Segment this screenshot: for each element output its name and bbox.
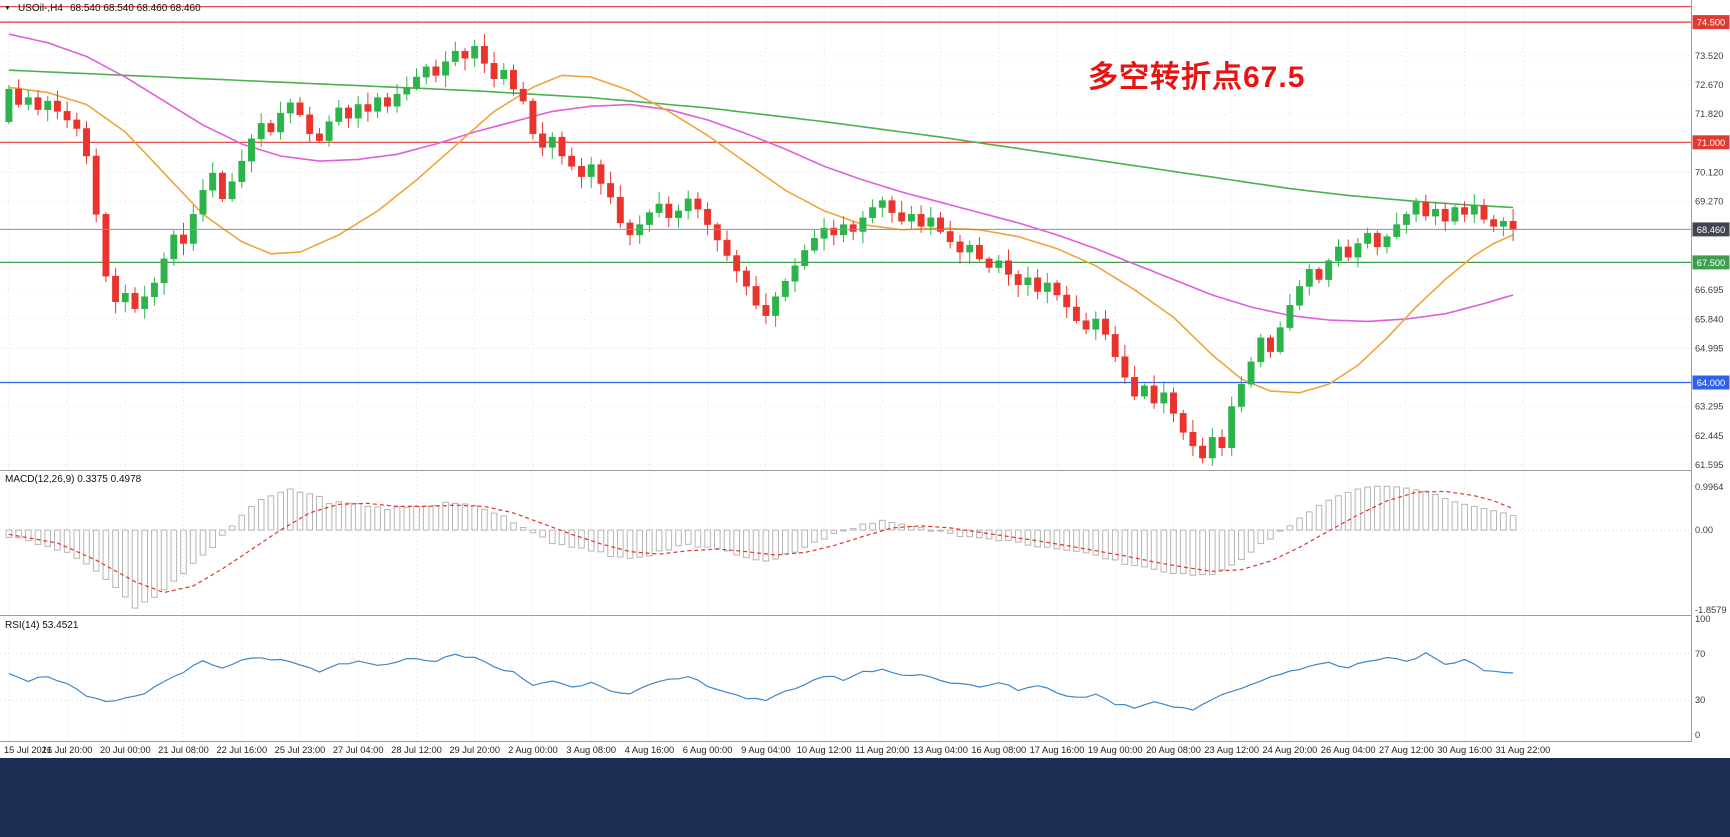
svg-text:25 Jul 23:00: 25 Jul 23:00 <box>275 745 326 755</box>
svg-text:100: 100 <box>1695 614 1711 624</box>
svg-text:72.670: 72.670 <box>1695 80 1723 90</box>
svg-text:30 Aug 16:00: 30 Aug 16:00 <box>1437 745 1492 755</box>
svg-text:30: 30 <box>1695 695 1705 705</box>
chart-area[interactable]: 73.520 72.670 71.820 70.120 69.270 66.695 65.8… <box>0 0 1730 758</box>
svg-text:23 Aug 12:00: 23 Aug 12:00 <box>1204 745 1259 755</box>
svg-text:67.500: 67.500 <box>1697 258 1725 268</box>
grid <box>0 0 1691 741</box>
svg-text:2 Aug 00:00: 2 Aug 00:00 <box>508 745 558 755</box>
svg-text:73.520: 73.520 <box>1695 51 1723 61</box>
svg-text:61.595: 61.595 <box>1695 460 1723 470</box>
svg-text:20 Aug 08:00: 20 Aug 08:00 <box>1146 745 1201 755</box>
chart-symbol-header: ▼ USOil-,H4 68.540 68.540 68.460 68.460 <box>4 3 201 14</box>
candles-group <box>5 34 1517 466</box>
svg-text:6 Aug 00:00: 6 Aug 00:00 <box>683 745 733 755</box>
svg-text:28 Jul 12:00: 28 Jul 12:00 <box>391 745 442 755</box>
svg-text:22 Jul 16:00: 22 Jul 16:00 <box>216 745 267 755</box>
svg-text:69.270: 69.270 <box>1695 197 1723 207</box>
svg-text:11 Aug 20:00: 11 Aug 20:00 <box>855 745 909 755</box>
svg-text:68.460: 68.460 <box>1697 225 1725 235</box>
svg-text:9 Aug 04:00: 9 Aug 04:00 <box>741 745 791 755</box>
svg-text:26 Aug 04:00: 26 Aug 04:00 <box>1321 745 1376 755</box>
svg-text:62.445: 62.445 <box>1695 431 1723 441</box>
svg-text:64.000: 64.000 <box>1697 378 1725 388</box>
svg-text:66.695: 66.695 <box>1695 285 1723 295</box>
svg-text:70.120: 70.120 <box>1695 168 1723 178</box>
pane-separators[interactable] <box>0 0 1730 742</box>
svg-text:0.9964: 0.9964 <box>1695 482 1723 492</box>
chart-canvas[interactable]: 73.520 72.670 71.820 70.120 69.270 66.695 65.8… <box>0 0 1730 758</box>
svg-text:31 Aug 22:00: 31 Aug 22:00 <box>1495 745 1550 755</box>
rsi-indicator-label: RSI(14) 53.4521 <box>5 620 79 631</box>
svg-text:10 Aug 12:00: 10 Aug 12:00 <box>797 745 852 755</box>
moving-averages-group <box>8 33 1514 394</box>
svg-text:17 Aug 16:00: 17 Aug 16:00 <box>1030 745 1085 755</box>
svg-text:70: 70 <box>1695 649 1705 659</box>
svg-text:65.840: 65.840 <box>1695 314 1723 324</box>
svg-text:0.00: 0.00 <box>1695 525 1713 535</box>
horizontal-level-lines[interactable] <box>0 6 1691 384</box>
ohlc-values: 68.540 68.540 68.460 68.460 <box>69 3 201 14</box>
svg-text:71.000: 71.000 <box>1697 138 1725 148</box>
svg-text:13 Aug 04:00: 13 Aug 04:00 <box>913 745 968 755</box>
svg-text:27 Jul 04:00: 27 Jul 04:00 <box>333 745 384 755</box>
macd-indicator-label: MACD(12,26,9) 0.3375 0.4978 <box>5 474 142 485</box>
svg-text:19 Aug 00:00: 19 Aug 00:00 <box>1088 745 1143 755</box>
svg-text:71.820: 71.820 <box>1695 109 1723 119</box>
svg-text:64.995: 64.995 <box>1695 343 1723 353</box>
symbol-period-label: USOil-,H4 <box>17 3 63 14</box>
svg-text:3 Aug 08:00: 3 Aug 08:00 <box>566 745 616 755</box>
svg-text:16 Aug 08:00: 16 Aug 08:00 <box>971 745 1026 755</box>
svg-text:24 Aug 20:00: 24 Aug 20:00 <box>1262 745 1317 755</box>
svg-text:0: 0 <box>1695 730 1700 740</box>
window-bottom-strip <box>0 758 1730 837</box>
svg-text:74.500: 74.500 <box>1697 18 1725 28</box>
rsi-pane-group <box>8 651 1514 711</box>
svg-text:16 Jul 20:00: 16 Jul 20:00 <box>42 745 93 755</box>
svg-text:29 Jul 20:00: 29 Jul 20:00 <box>449 745 500 755</box>
svg-text:63.295: 63.295 <box>1695 402 1723 412</box>
price-scale[interactable]: 73.520 72.670 71.820 70.120 69.270 66.695 65.8… <box>1692 0 1730 742</box>
svg-text:27 Aug 12:00: 27 Aug 12:00 <box>1379 745 1434 755</box>
chart-annotation-text: 多空转折点67.5 <box>1088 61 1306 94</box>
svg-text:4 Aug 16:00: 4 Aug 16:00 <box>625 745 675 755</box>
svg-text:21 Jul 08:00: 21 Jul 08:00 <box>158 745 209 755</box>
macd-pane-group <box>5 485 1517 609</box>
svg-text:20 Jul 00:00: 20 Jul 00:00 <box>100 745 151 755</box>
svg-text:15 Jul 2021: 15 Jul 2021 <box>4 745 52 755</box>
chevron-down-icon[interactable]: ▼ <box>4 4 11 12</box>
svg-text:-1.8579: -1.8579 <box>1695 605 1727 615</box>
